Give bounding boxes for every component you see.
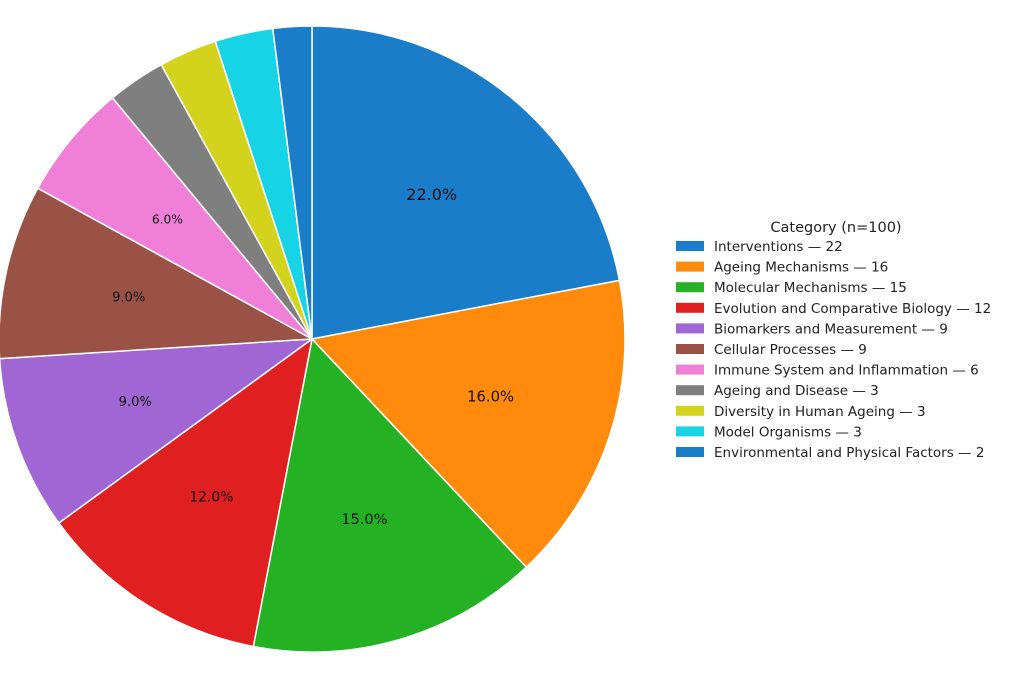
legend-entry: Biomarkers and Measurement — 9 xyxy=(714,321,948,337)
slice-percent-label: 9.0% xyxy=(119,395,152,410)
legend-entry: Molecular Mechanisms — 15 xyxy=(714,280,907,296)
slice-percent-label: 16.0% xyxy=(467,389,514,406)
pie-slice-labels: 22.0% 16.0% 15.0% 12.0% 9.0% 9.0% 6.0% xyxy=(112,185,514,528)
pie-slice-molecular-mechanisms xyxy=(252,337,528,653)
legend-swatch xyxy=(676,426,704,437)
legend-swatch xyxy=(676,261,704,272)
legend-swatch xyxy=(676,241,704,251)
slice-percent-label: 12.0% xyxy=(189,490,233,506)
legend-entry: Cellular Processes — 9 xyxy=(714,342,867,358)
legend-swatch xyxy=(676,344,704,354)
pie-slice-interventions xyxy=(311,25,621,340)
slice-percent-label: 9.0% xyxy=(112,291,145,306)
pie-slice-environmental-and-physical-factors xyxy=(271,25,313,340)
legend-swatch xyxy=(676,302,704,313)
legend-swatch xyxy=(676,323,704,334)
legend-entry: Model Organisms — 3 xyxy=(714,424,862,440)
legend-entry: Ageing Mechanisms — 16 xyxy=(714,260,888,276)
slice-percent-label: 15.0% xyxy=(341,511,387,528)
legend-swatch xyxy=(676,364,704,375)
legend-swatch xyxy=(676,405,704,416)
pie-slice-evolution-and-comparative-biology xyxy=(57,337,314,648)
legend-swatch xyxy=(676,447,704,457)
legend-swatch xyxy=(676,385,704,396)
legend-items: Interventions — 22 Ageing Mechanisms — 16… xyxy=(676,239,991,461)
pie-slice-biomarkers-and-measurement xyxy=(0,338,315,525)
pie-slice-immune-system-and-inflammation xyxy=(36,96,313,340)
legend-entry: Diversity in Human Ageing — 3 xyxy=(714,404,926,420)
pie-slices xyxy=(0,25,626,653)
pie-slice-ageing-mechanisms xyxy=(310,279,626,569)
slice-percent-label: 22.0% xyxy=(406,185,457,204)
legend-title: Category (n=100) xyxy=(770,220,901,236)
legend: Category (n=100) Interventions — 22 Agein… xyxy=(676,220,991,461)
legend-entry: Ageing and Disease — 3 xyxy=(714,383,879,399)
legend-entry: Evolution and Comparative Biology — 12 xyxy=(714,301,991,317)
legend-entry: Interventions — 22 xyxy=(714,239,843,255)
slice-percent-label: 6.0% xyxy=(152,212,183,226)
legend-swatch xyxy=(676,282,704,293)
legend-entry: Immune System and Inflammation — 6 xyxy=(714,363,979,379)
pie-slice-cellular-processes xyxy=(0,187,315,360)
legend-entry: Environmental and Physical Factors — 2 xyxy=(714,445,984,461)
